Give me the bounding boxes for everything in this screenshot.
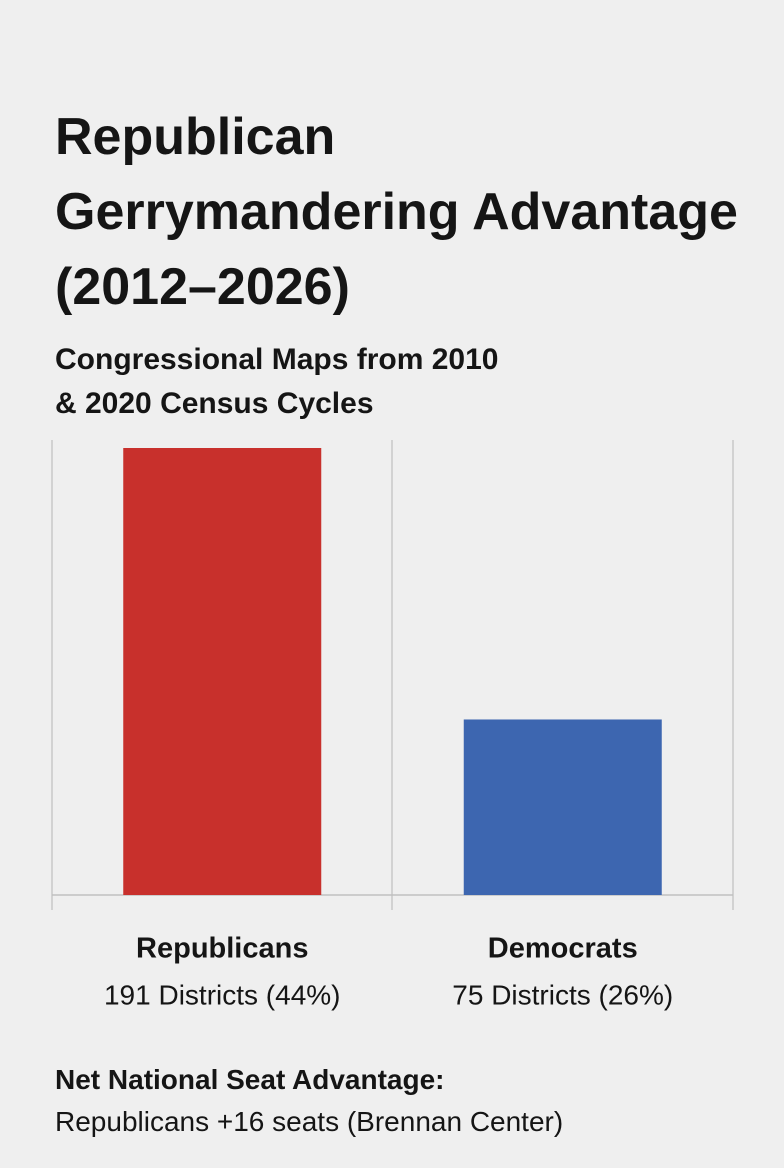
footnote-text: Republicans +16 seats (Brennan Center) bbox=[55, 1106, 564, 1137]
category-label: Democrats bbox=[488, 933, 638, 965]
value-label: 191 Districts (44%) bbox=[104, 979, 341, 1010]
bar bbox=[123, 448, 322, 895]
category-label: Republicans bbox=[136, 933, 308, 965]
value-label: 75 Districts (26%) bbox=[452, 979, 673, 1010]
footnote-title: Net National Seat Advantage: bbox=[55, 1064, 445, 1095]
bar bbox=[463, 719, 662, 895]
chart-subtitle: Congressional Maps from 2010 & 2020 Cens… bbox=[55, 343, 499, 420]
chart: Republicans 191 Districts (44%) Democrats 7… bbox=[51, 440, 734, 1010]
chart-title: Republican Gerrymandering Advantage (201… bbox=[55, 108, 738, 316]
